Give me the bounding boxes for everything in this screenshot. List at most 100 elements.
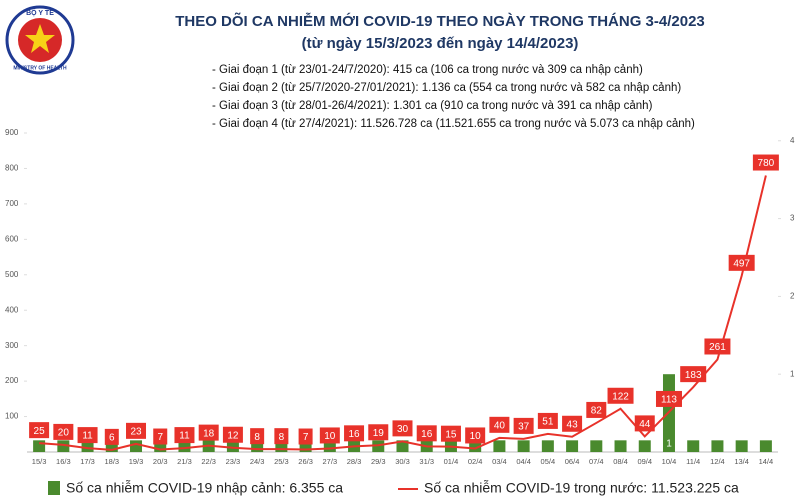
logo-text: MINISTRY OF HEALTH [13, 65, 67, 71]
x-tick-label: 13/4 [734, 457, 749, 466]
value-label: 43 [567, 419, 579, 430]
bar [541, 440, 554, 452]
value-label-box [126, 422, 147, 439]
legend-swatch [48, 481, 60, 495]
y-tick-label: 900 [5, 128, 19, 137]
x-tick-label: 27/3 [323, 457, 338, 466]
x-tick-label: 15/3 [32, 457, 47, 466]
value-label: 40 [494, 420, 506, 431]
value-label-box [586, 401, 607, 418]
bar [590, 440, 603, 452]
x-tick-label: 07/4 [589, 457, 604, 466]
x-tick-label: 30/3 [395, 457, 410, 466]
value-label: 8 [254, 432, 260, 443]
bar [57, 440, 70, 452]
value-label-box [513, 417, 534, 434]
value-label-box [368, 424, 389, 441]
y2-tick-label: 4 [790, 136, 795, 145]
bar [275, 440, 288, 452]
x-tick-label: 21/3 [177, 457, 192, 466]
value-label: 11 [179, 431, 190, 442]
x-tick-label: 18/3 [104, 457, 119, 466]
value-label-box [174, 427, 195, 444]
annotation: - Giai đoạn 2 (từ 25/7/2020-27/01/2021):… [212, 82, 681, 94]
logo: BỘ Y TẾ MINISTRY OF HEALTH [5, 5, 75, 75]
value-label: 16 [348, 429, 360, 440]
bar [614, 440, 627, 452]
logo-star [25, 24, 55, 53]
value-label: 10 [324, 431, 336, 442]
x-tick-label: 31/3 [419, 457, 434, 466]
annotation: - Giai đoạn 3 (từ 28/01-26/4/2021): 1.30… [212, 100, 653, 112]
x-tick-label: 17/3 [80, 457, 95, 466]
value-label-box [77, 427, 98, 444]
bar [687, 440, 700, 452]
value-label-box [562, 415, 583, 432]
y-tick-label: 800 [5, 164, 19, 173]
bar [81, 440, 94, 452]
x-tick-label: 22/3 [201, 457, 216, 466]
bar [154, 440, 167, 452]
logo-text: BỘ Y TẾ [26, 7, 54, 17]
x-tick-label: 05/4 [541, 457, 556, 466]
value-label-box [319, 427, 340, 444]
value-label-box [298, 428, 313, 445]
x-tick-label: 11/4 [686, 457, 700, 466]
x-tick-label: 26/3 [298, 457, 313, 466]
x-tick-label: 29/3 [371, 457, 386, 466]
value-label: 183 [685, 370, 702, 381]
legend-label: Số ca nhiễm COVID-19 trong nước: 11.523.… [424, 480, 739, 496]
x-tick-label: 19/3 [129, 457, 144, 466]
x-tick-label: 06/4 [565, 457, 580, 466]
value-label-box [222, 426, 243, 443]
y2-tick-label: 1 [790, 369, 795, 378]
value-label-box [489, 416, 510, 433]
value-label-box [704, 338, 731, 355]
value-label-box [153, 428, 168, 445]
x-tick-label: 25/3 [274, 457, 289, 466]
bar [735, 440, 748, 452]
value-label: 51 [542, 417, 554, 428]
value-label: 12 [227, 430, 239, 441]
value-label: 11 [82, 431, 93, 442]
value-label-box [344, 425, 365, 442]
bar [178, 440, 191, 452]
value-label: 30 [397, 424, 409, 435]
value-label: 44 [639, 419, 651, 430]
x-tick-label: 20/3 [153, 457, 168, 466]
value-label-box [465, 427, 486, 444]
y-tick-label: 400 [5, 305, 19, 314]
x-tick-label: 08/4 [613, 457, 628, 466]
value-label: 23 [130, 426, 142, 437]
y-tick-label: 600 [5, 234, 19, 243]
value-label: 16 [421, 429, 433, 440]
annotation: - Giai đoạn 1 (từ 23/01-24/7/2020): 415 … [212, 64, 643, 76]
x-tick-label: 01/4 [444, 457, 459, 466]
x-tick-label: 14/4 [759, 457, 774, 466]
bar [105, 440, 118, 452]
value-label-box [680, 366, 707, 383]
value-label-box [250, 428, 265, 445]
x-tick-label: 12/4 [710, 457, 725, 466]
x-tick-label: 02/4 [468, 457, 483, 466]
value-label-box [416, 425, 437, 442]
value-label: 113 [661, 395, 677, 406]
chart-subtitle: (từ ngày 15/3/2023 đến ngày 14/4/2023) [302, 35, 579, 52]
bar [323, 440, 336, 452]
value-label-box [607, 387, 634, 404]
x-tick-label: 10/4 [662, 457, 677, 466]
bar [517, 440, 530, 452]
value-label: 6 [109, 433, 115, 444]
y-tick-label: 700 [5, 199, 19, 208]
value-label: 261 [709, 342, 726, 353]
value-label-box [392, 420, 413, 437]
value-label-box [274, 428, 289, 445]
y2-tick-label: 3 [790, 214, 795, 223]
value-label: 8 [279, 432, 285, 443]
annotation: - Giai đoạn 4 (từ 27/4/2021): 11.526.728… [212, 118, 695, 130]
bar [130, 440, 143, 452]
bar [396, 440, 409, 452]
value-label: 7 [157, 432, 163, 443]
x-tick-label: 09/4 [637, 457, 652, 466]
